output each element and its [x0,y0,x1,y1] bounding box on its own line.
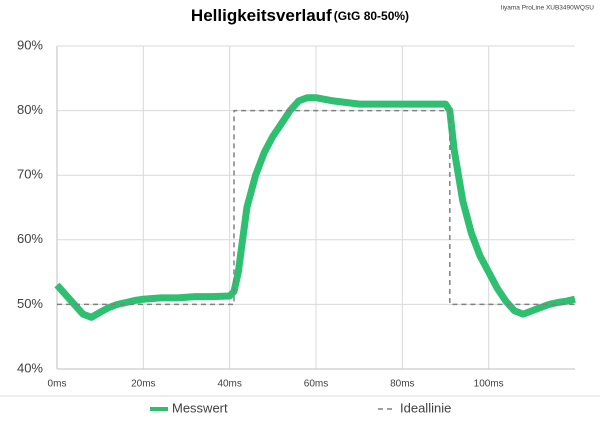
y-tick-label: 60% [17,231,43,246]
chart-title-group: Helligkeitsverlauf (GtG 80-50%) [191,6,409,25]
chart-subtitle: (GtG 80-50%) [334,9,409,23]
x-tick-label: 100ms [474,379,504,390]
annotation: Iiyama ProLine XUB3490WQSU [501,5,595,12]
series-line [54,94,576,321]
legend-label: Ideallinie [400,400,451,415]
y-tick-label: 40% [17,360,43,375]
y-tick-label: 90% [17,37,43,52]
y-tick-label: 70% [17,167,43,182]
y-tick-label: 80% [17,102,43,117]
legend-label: Messwert [172,400,228,415]
y-tick-label: 50% [17,296,43,311]
x-tick-label: 0ms [48,379,67,390]
x-tick-label: 20ms [131,379,155,390]
series-line [57,109,575,306]
chart-title: Helligkeitsverlauf [191,6,332,25]
x-tick-label: 60ms [304,379,328,390]
x-tick-label: 80ms [390,379,414,390]
x-tick-label: 40ms [217,379,241,390]
